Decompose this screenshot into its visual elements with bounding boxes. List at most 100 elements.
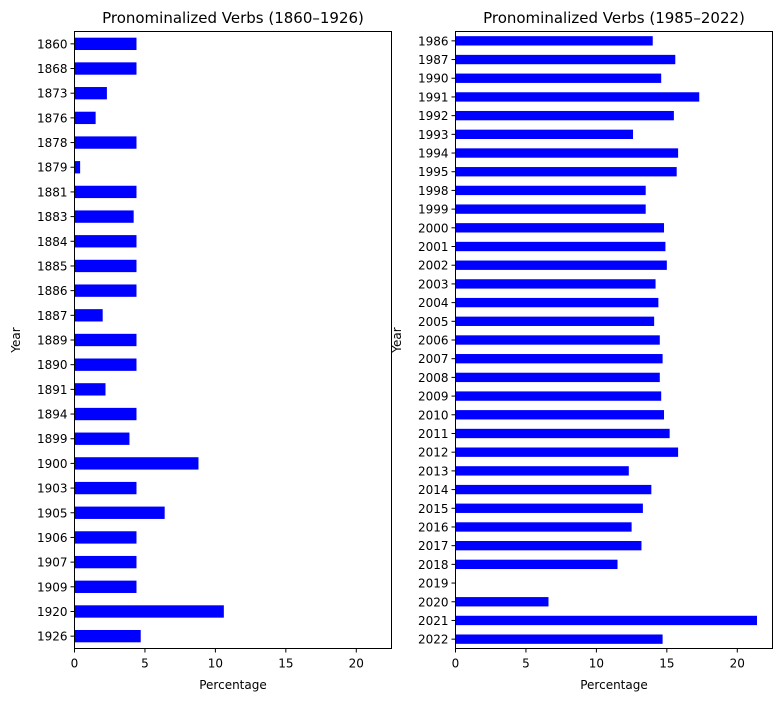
right-bar-2013 bbox=[455, 466, 629, 476]
left-bar-1881 bbox=[74, 185, 137, 199]
right-bar-2015 bbox=[455, 503, 643, 513]
left-y-tick-label: 1878 bbox=[37, 136, 68, 150]
left-y-tick-label: 1890 bbox=[37, 358, 68, 372]
right-bar-2006 bbox=[455, 335, 660, 345]
right-y-tick-label: 2021 bbox=[418, 614, 449, 628]
right-bar-2014 bbox=[455, 484, 652, 495]
left-bar-1906 bbox=[74, 531, 137, 544]
right-y-tick-label: 1990 bbox=[418, 72, 449, 86]
right-y-tick-label: 1987 bbox=[418, 53, 449, 67]
right-y-tick-label: 1986 bbox=[418, 34, 449, 48]
right-y-tick-label: 1991 bbox=[418, 90, 449, 104]
left-bar-1879 bbox=[74, 161, 81, 174]
left-y-tick-label: 1909 bbox=[37, 580, 68, 594]
left-x-axis-label: Percentage bbox=[199, 678, 267, 692]
left-bar-1905 bbox=[74, 506, 165, 519]
right-x-tick-label: 20 bbox=[730, 657, 745, 671]
left-y-tick-label: 1868 bbox=[37, 62, 68, 76]
left-bar-1885 bbox=[74, 259, 137, 273]
right-x-axis-label: Percentage bbox=[580, 678, 648, 692]
right-bar-1998 bbox=[455, 185, 646, 196]
right-bar-2000 bbox=[455, 223, 665, 233]
right-y-tick-label: 2001 bbox=[418, 240, 449, 254]
left-bar-1887 bbox=[74, 309, 103, 322]
right-bar-2005 bbox=[455, 316, 655, 326]
left-y-tick-label: 1860 bbox=[37, 37, 68, 51]
left-y-tick-label: 1889 bbox=[37, 334, 68, 348]
left-y-tick-label: 1876 bbox=[37, 111, 68, 125]
left-chart-title: Pronominalized Verbs (1860–1926) bbox=[102, 9, 364, 27]
left-bar-1909 bbox=[74, 580, 137, 593]
left-bar-1868 bbox=[74, 62, 137, 75]
left-y-tick-label: 1903 bbox=[37, 482, 68, 496]
left-y-tick-label: 1885 bbox=[37, 259, 68, 273]
left-y-tick-label: 1894 bbox=[37, 408, 68, 422]
left-bar-1899 bbox=[74, 432, 130, 445]
right-y-tick-label: 2014 bbox=[418, 483, 449, 497]
right-bar-1995 bbox=[455, 167, 677, 177]
right-bar-2020 bbox=[455, 597, 549, 607]
right-x-tick-label: 10 bbox=[589, 657, 604, 671]
left-bar-1920 bbox=[74, 605, 224, 618]
left-y-tick-label: 1926 bbox=[37, 630, 68, 644]
left-bar-1886 bbox=[74, 284, 137, 297]
right-y-tick-label: 2007 bbox=[418, 352, 449, 366]
right-y-tick-label: 1994 bbox=[418, 147, 449, 161]
right-y-tick-label: 1998 bbox=[418, 184, 449, 198]
left-y-tick-label: 1886 bbox=[37, 284, 68, 298]
left-bar-1926 bbox=[74, 629, 141, 643]
right-bar-2012 bbox=[455, 447, 679, 457]
right-bar-2003 bbox=[455, 279, 656, 289]
left-x-tick-label: 10 bbox=[208, 657, 223, 671]
right-chart-title: Pronominalized Verbs (1985–2022) bbox=[483, 9, 745, 27]
right-y-tick-label: 2003 bbox=[418, 277, 449, 291]
right-y-tick-label: 2011 bbox=[418, 427, 449, 441]
left-bar-1891 bbox=[74, 383, 106, 396]
left-bar-1873 bbox=[74, 87, 107, 100]
right-y-tick-label: 2005 bbox=[418, 315, 449, 329]
left-x-tick-label: 20 bbox=[349, 657, 364, 671]
right-bar-2018 bbox=[455, 559, 618, 570]
left-bar-1876 bbox=[74, 111, 96, 125]
left-bar-1900 bbox=[74, 457, 199, 470]
right-y-tick-label: 2022 bbox=[418, 633, 449, 647]
right-bar-1993 bbox=[455, 129, 634, 140]
left-plot-area bbox=[74, 31, 392, 649]
right-y-tick-label: 1992 bbox=[418, 109, 449, 123]
right-bar-2001 bbox=[455, 241, 666, 252]
right-bar-2017 bbox=[455, 540, 642, 551]
right-bar-2016 bbox=[455, 522, 632, 532]
left-bar-1889 bbox=[74, 333, 137, 347]
right-y-tick-label: 1993 bbox=[418, 128, 449, 142]
right-bar-1986 bbox=[455, 36, 653, 46]
left-x-tick-label: 15 bbox=[278, 657, 293, 671]
left-chart-panel: Pronominalized Verbs (1860–1926) Percent… bbox=[9, 9, 392, 692]
left-y-tick-label: 1906 bbox=[37, 531, 68, 545]
right-y-tick-label: 2018 bbox=[418, 558, 449, 572]
left-bar-1903 bbox=[74, 481, 137, 495]
left-x-tick-label: 5 bbox=[141, 657, 149, 671]
right-x-tick-label: 5 bbox=[522, 657, 530, 671]
right-y-tick-label: 2002 bbox=[418, 259, 449, 273]
right-y-tick-label: 2012 bbox=[418, 446, 449, 460]
left-y-tick-label: 1907 bbox=[37, 556, 68, 570]
right-x-tick-label: 0 bbox=[452, 657, 460, 671]
left-bar-1878 bbox=[74, 136, 137, 149]
right-y-tick-label: 2008 bbox=[418, 371, 449, 385]
right-y-tick-label: 2016 bbox=[418, 520, 449, 534]
right-y-tick-label: 2000 bbox=[418, 221, 449, 235]
left-bar-1890 bbox=[74, 358, 137, 371]
right-bar-1992 bbox=[455, 110, 674, 121]
left-y-tick-label: 1887 bbox=[37, 309, 68, 323]
right-bar-2004 bbox=[455, 297, 659, 308]
left-x-tick-label: 0 bbox=[71, 657, 79, 671]
right-y-tick-label: 2010 bbox=[418, 408, 449, 422]
right-bar-2008 bbox=[455, 372, 660, 383]
left-y-tick-label: 1884 bbox=[37, 235, 68, 249]
left-bar-1907 bbox=[74, 555, 137, 569]
left-bar-1894 bbox=[74, 407, 137, 421]
left-y-axis-label: Year bbox=[9, 327, 23, 353]
right-y-axis-label: Year bbox=[390, 327, 404, 353]
right-bar-2009 bbox=[455, 391, 662, 401]
